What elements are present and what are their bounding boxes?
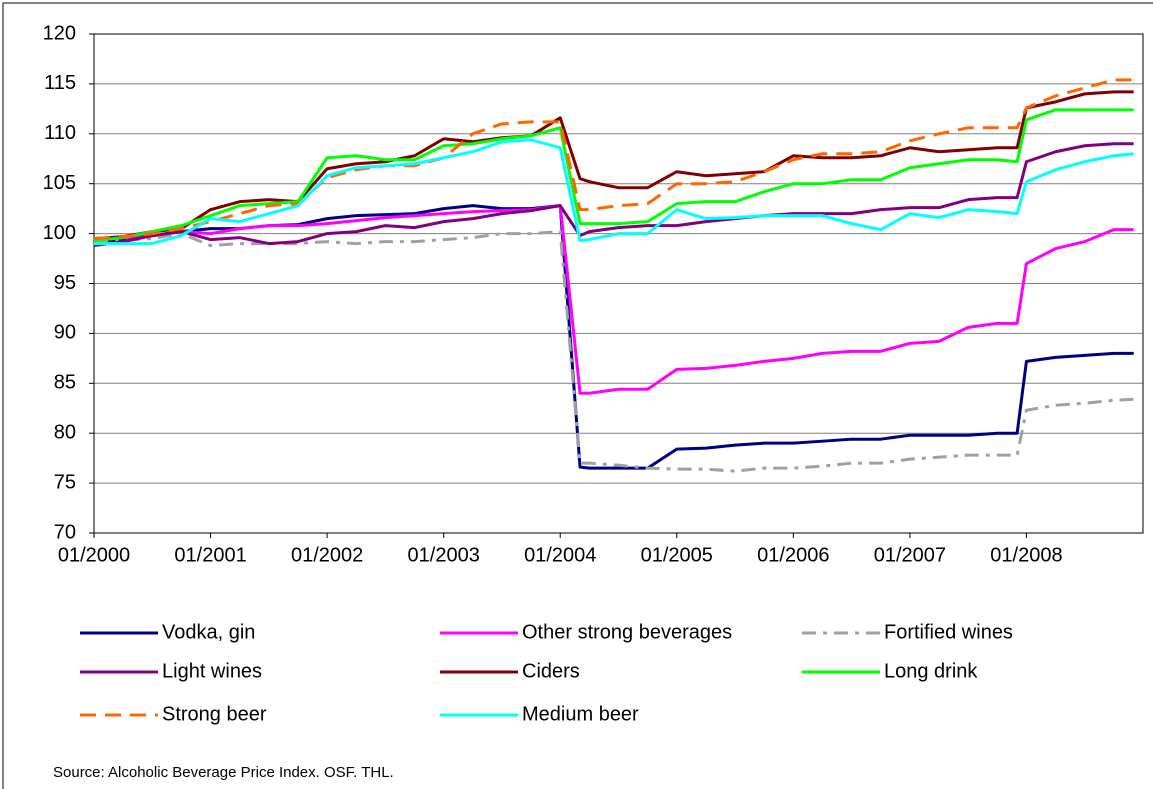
y-tick-label: 105: [43, 172, 76, 194]
y-tick-label: 120: [43, 22, 76, 44]
y-tick-label: 75: [54, 471, 76, 493]
series-line: [93, 90, 1134, 241]
series-line: [93, 108, 1134, 243]
y-tick-label: 100: [43, 222, 76, 244]
y-tick-label: 70: [54, 521, 76, 543]
series-line: [94, 138, 1134, 246]
legend-label: Long drink: [884, 660, 978, 682]
y-tick-label: 80: [54, 421, 76, 443]
legend-label: Fortified wines: [884, 621, 1013, 643]
x-tick-label: 01/2007: [874, 544, 946, 566]
x-tick-label: 01/2008: [990, 544, 1062, 566]
source-note: Source: Alcoholic Beverage Price Index. …: [53, 764, 394, 781]
x-tick-label: 01/2001: [174, 544, 246, 566]
x-tick-label: 01/2003: [408, 544, 480, 566]
series-line: [94, 204, 1134, 470]
x-tick-label: 01/2002: [291, 544, 363, 566]
series-line: [93, 78, 1134, 241]
legend-label: Ciders: [522, 660, 580, 682]
y-tick-label: 115: [44, 72, 76, 94]
x-tick-label: 01/2005: [641, 544, 713, 566]
y-tick-label: 85: [54, 372, 76, 394]
series-line: [93, 142, 1134, 248]
x-tick-label: 01/2000: [58, 544, 130, 566]
y-tick-label: 90: [54, 322, 76, 344]
plot-area: [93, 33, 1144, 534]
legend-label: Other strong beverages: [522, 621, 732, 643]
legend-label: Light wines: [162, 660, 262, 682]
legend-label: Vodka, gin: [162, 621, 255, 643]
x-tick-label: 01/2004: [524, 544, 596, 566]
y-tick-label: 110: [44, 122, 76, 144]
series-line: [93, 204, 1134, 395]
series-line: [94, 230, 1134, 473]
x-tick-label: 01/2006: [757, 544, 829, 566]
y-tick-label: 95: [54, 272, 76, 294]
legend-label: Strong beer: [162, 703, 267, 725]
legend-label: Medium beer: [522, 703, 639, 725]
